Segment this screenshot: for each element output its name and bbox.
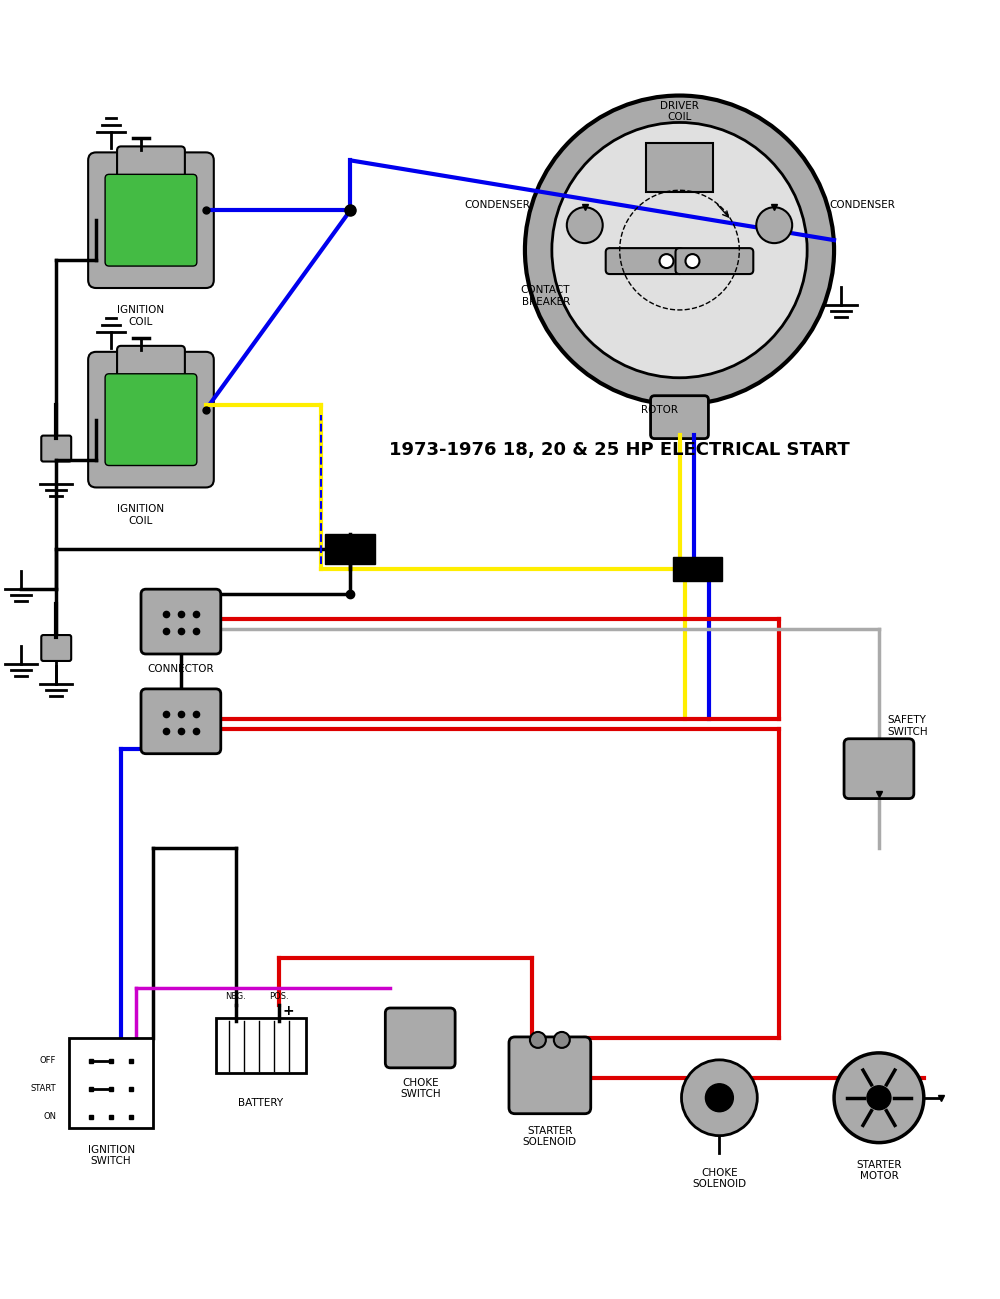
Text: POS.: POS.: [269, 992, 288, 1002]
FancyBboxPatch shape: [105, 374, 197, 465]
FancyBboxPatch shape: [325, 534, 375, 564]
Text: 1973-1976 18, 20 & 25 HP ELECTRICAL START: 1973-1976 18, 20 & 25 HP ELECTRICAL STAR…: [389, 440, 850, 459]
Circle shape: [681, 1060, 757, 1135]
Circle shape: [705, 1083, 733, 1112]
FancyBboxPatch shape: [673, 557, 722, 581]
Circle shape: [867, 1086, 891, 1109]
Text: CHOKE
SOLENOID: CHOKE SOLENOID: [692, 1168, 746, 1189]
Text: CONDENSER: CONDENSER: [464, 200, 530, 210]
FancyBboxPatch shape: [646, 143, 713, 192]
FancyBboxPatch shape: [105, 174, 197, 266]
Text: BATTERY: BATTERY: [238, 1098, 283, 1108]
Text: IGNITION
SWITCH: IGNITION SWITCH: [88, 1144, 135, 1167]
FancyBboxPatch shape: [385, 1008, 455, 1068]
Circle shape: [525, 96, 834, 405]
Text: CONNECTOR: CONNECTOR: [148, 664, 214, 674]
Text: CONTACT
BREAKER: CONTACT BREAKER: [520, 284, 570, 307]
Circle shape: [685, 255, 699, 268]
FancyBboxPatch shape: [41, 435, 71, 461]
FancyBboxPatch shape: [676, 248, 753, 274]
FancyBboxPatch shape: [141, 590, 221, 653]
Text: ON: ON: [43, 1112, 56, 1121]
FancyBboxPatch shape: [88, 352, 214, 487]
Circle shape: [756, 208, 792, 243]
FancyBboxPatch shape: [41, 635, 71, 661]
FancyBboxPatch shape: [651, 396, 708, 439]
Circle shape: [530, 1031, 546, 1048]
Circle shape: [660, 255, 674, 268]
Circle shape: [552, 122, 807, 378]
Text: START: START: [31, 1085, 56, 1094]
FancyBboxPatch shape: [88, 152, 214, 288]
Text: CHOKE
SWITCH: CHOKE SWITCH: [400, 1078, 441, 1099]
Text: STARTER
SOLENOID: STARTER SOLENOID: [523, 1126, 577, 1147]
Text: STARTER
MOTOR: STARTER MOTOR: [856, 1160, 902, 1181]
FancyBboxPatch shape: [844, 739, 914, 799]
FancyBboxPatch shape: [216, 1018, 306, 1073]
FancyBboxPatch shape: [606, 248, 683, 274]
Circle shape: [554, 1031, 570, 1048]
Text: IGNITION
COIL: IGNITION COIL: [117, 504, 165, 526]
Text: SAFETY
SWITCH: SAFETY SWITCH: [887, 716, 928, 737]
Text: OFF: OFF: [40, 1056, 56, 1065]
Text: ROTOR: ROTOR: [641, 405, 678, 414]
Text: +: +: [283, 1004, 294, 1018]
Text: IGNITION
COIL: IGNITION COIL: [117, 305, 165, 326]
FancyBboxPatch shape: [117, 147, 185, 179]
Circle shape: [567, 208, 603, 243]
Circle shape: [834, 1053, 924, 1143]
FancyBboxPatch shape: [141, 688, 221, 753]
Text: CONDENSER: CONDENSER: [829, 200, 895, 210]
FancyBboxPatch shape: [69, 1038, 153, 1128]
Text: DRIVER
COIL: DRIVER COIL: [660, 101, 699, 122]
Text: NEG.: NEG.: [225, 992, 246, 1002]
FancyBboxPatch shape: [117, 346, 185, 379]
FancyBboxPatch shape: [509, 1037, 591, 1113]
